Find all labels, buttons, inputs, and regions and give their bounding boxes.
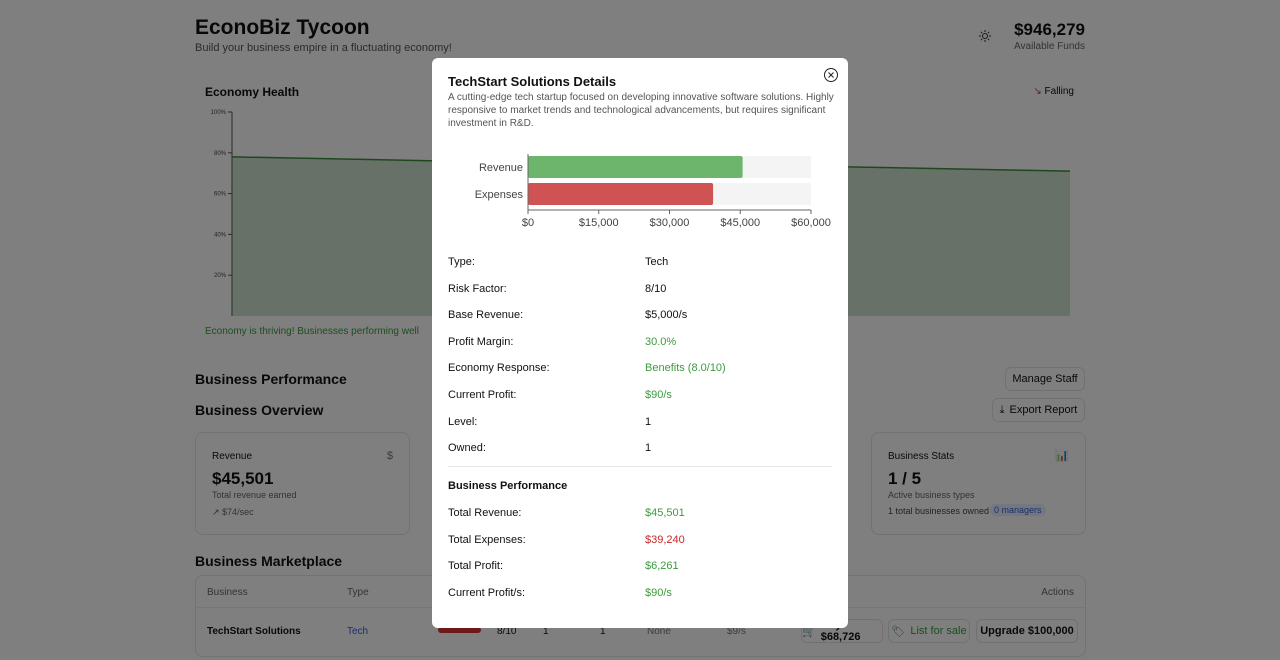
x-tick-label: $60,000 [791,217,831,229]
detail-row: Type: Tech [448,256,832,268]
detail-label: Base Revenue: [448,309,524,322]
detail-row: Risk Factor: 8/10 [448,283,832,295]
details-modal: TechStart Solutions Details A cutting-ed… [432,58,848,628]
modal-section-title: Business Performance [448,480,568,492]
performance-value: $39,240 [645,533,685,546]
performance-row: Total Revenue: $45,501 [448,507,832,519]
detail-value: $90/s [645,389,672,401]
y-tick-label: Revenue [479,162,523,174]
performance-value: $45,501 [645,507,685,519]
detail-label: Risk Factor: [448,282,507,295]
performance-label: Current Profit/s: [448,586,526,599]
detail-row: Current Profit: $90/s [448,389,832,401]
modal-title: TechStart Solutions Details [448,74,617,89]
x-tick-label: $0 [522,217,534,229]
modal-description: A cutting-edge tech startup focused on d… [448,92,834,129]
performance-label: Total Revenue: [448,507,522,519]
detail-value: 1 [645,442,652,455]
detail-label: Type: [448,256,475,268]
x-tick-label: $15,000 [579,217,619,229]
performance-label: Total Profit: [448,560,504,573]
detail-row: Profit Margin: 30.0% [448,336,832,348]
performance-label: Total Expenses: [448,533,526,546]
detail-value: 30.0% [645,335,677,348]
performance-row: Current Profit/s: $90/s [448,587,832,599]
revenue-expense-chart: Revenue Expenses $0 $15,000 $30,000 $45,000 $6… [475,154,831,229]
detail-label: Profit Margin: [448,335,514,348]
performance-row: Total Profit: $6,261 [448,560,832,572]
performance-row: Total Expenses: $39,240 [448,534,832,546]
performance-value: $90/s [645,586,672,599]
x-tick-label: $45,000 [720,217,760,229]
performance-value: $6,261 [645,560,679,573]
bar [528,183,714,205]
detail-value: $5,000/s [645,309,688,322]
detail-row: Owned: 1 [448,442,832,454]
detail-value: Tech [645,256,669,268]
detail-label: Owned: [448,442,486,455]
y-tick-label: Expenses [475,189,524,201]
detail-value: Benefits (8.0/10) [645,362,726,375]
detail-label: Economy Response: [448,362,550,375]
detail-row: Economy Response: Benefits (8.0/10) [448,362,832,374]
close-button[interactable] [823,67,839,83]
bar [528,156,743,178]
detail-row: Level: 1 [448,416,832,428]
detail-row: Base Revenue: $5,000/s [448,309,832,321]
detail-label: Current Profit: [448,389,517,401]
detail-label: Level: [448,415,478,428]
x-tick-label: $30,000 [650,217,690,229]
detail-value: 8/10 [645,282,667,295]
detail-value: 1 [645,415,652,428]
